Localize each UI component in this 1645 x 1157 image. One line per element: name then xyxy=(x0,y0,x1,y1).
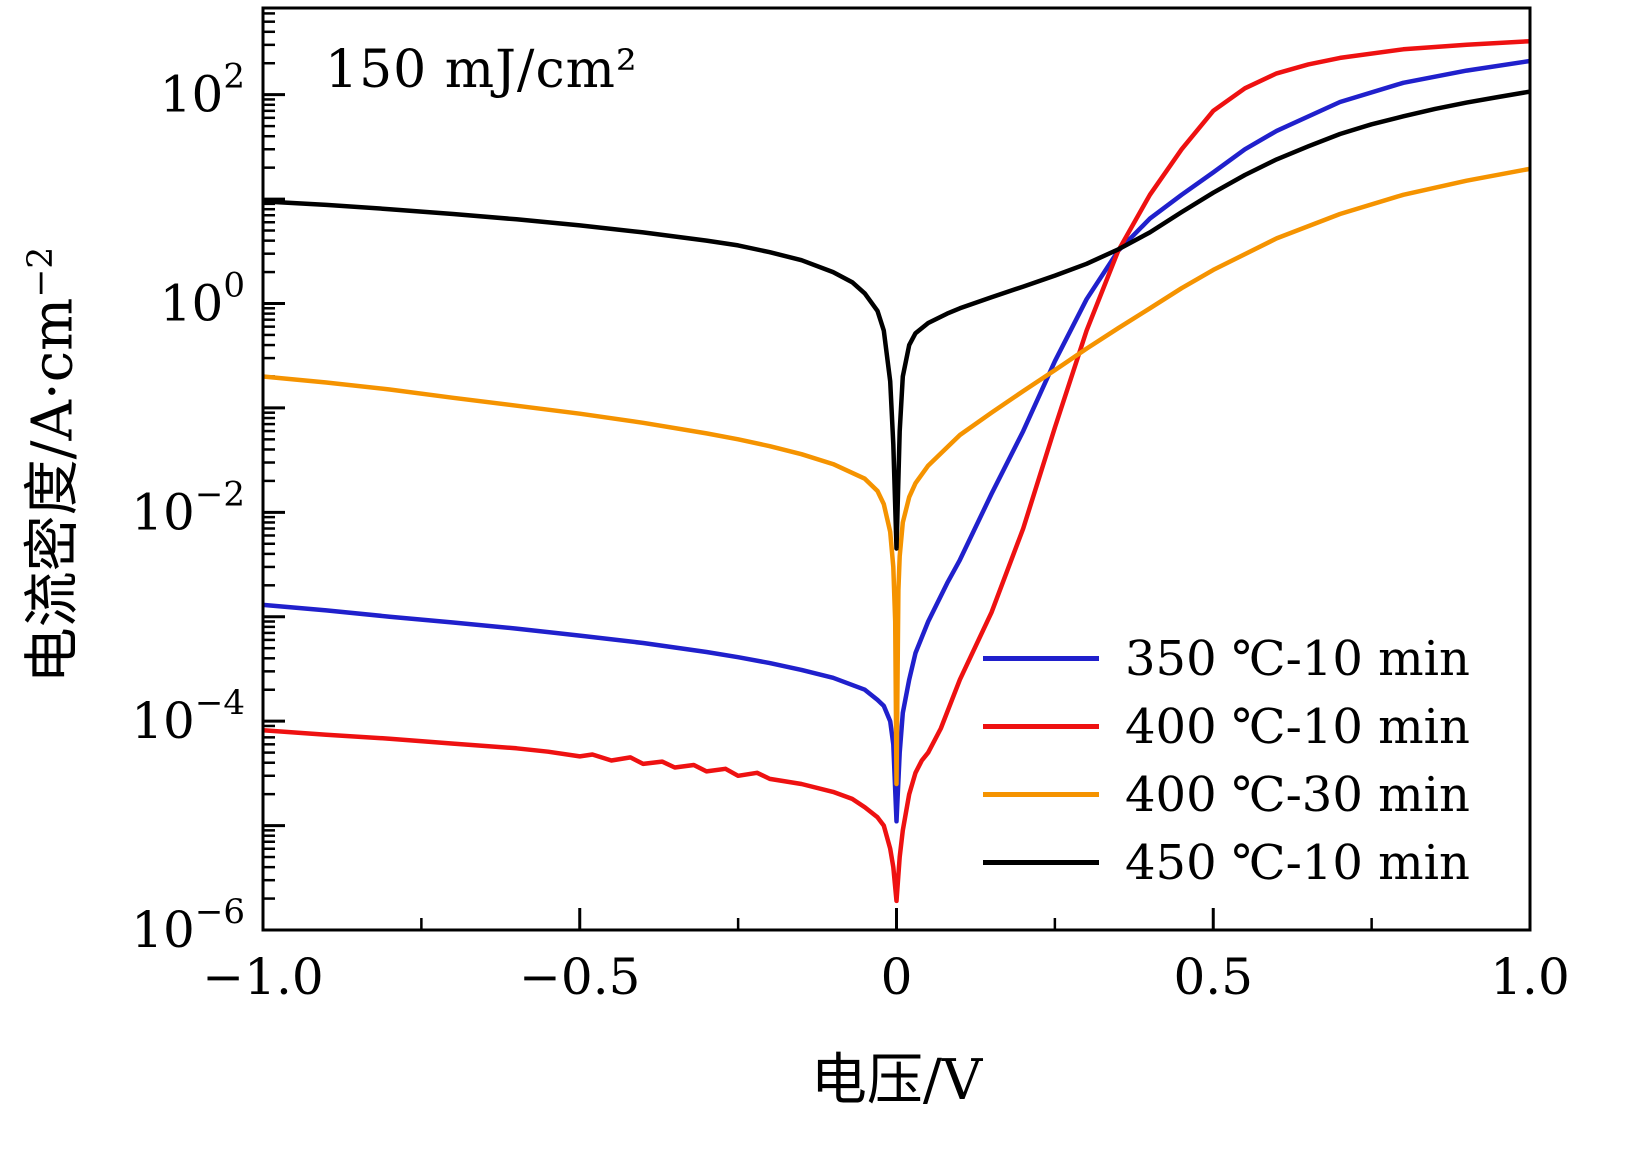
x-axis-label: 电压/V xyxy=(810,1048,983,1113)
series-group xyxy=(263,38,1530,904)
legend-line-sample xyxy=(983,792,1099,797)
y-tick-label: 100 xyxy=(160,265,245,332)
y-tick-label: 10−6 xyxy=(131,892,245,959)
y-tick-label: 10−4 xyxy=(131,683,245,750)
legend-label: 400 ℃-30 min xyxy=(1125,766,1470,823)
legend: 350 ℃-10 min 400 ℃-10 min 400 ℃-30 min 450 … xyxy=(983,631,1470,891)
legend-entry: 400 ℃-10 min xyxy=(983,699,1470,755)
x-tick-label: −0.5 xyxy=(519,948,640,1006)
series-line-450-℃-10-min xyxy=(263,89,1530,551)
series-line-400-℃-10-min xyxy=(263,38,1530,904)
y-axis-label-base: 电流密度/A·cm xyxy=(20,297,86,684)
legend-label: 400 ℃-10 min xyxy=(1125,698,1470,755)
legend-label: 350 ℃-10 min xyxy=(1125,630,1470,687)
x-tick-label: 0 xyxy=(881,948,913,1006)
y-tick-label: 10−2 xyxy=(131,474,245,541)
y-axis-label-exponent: −2 xyxy=(20,246,61,298)
series-line-350-℃-10-min xyxy=(263,58,1530,824)
series-line-400-℃-30-min xyxy=(263,166,1530,787)
legend-entry: 350 ℃-10 min xyxy=(983,631,1470,687)
legend-entry: 400 ℃-30 min xyxy=(983,767,1470,823)
plot-frame xyxy=(261,6,1532,932)
legend-line-sample xyxy=(983,860,1099,865)
y-axis-label: 电流密度/A·cm−2 xyxy=(8,247,89,684)
legend-label: 450 ℃-10 min xyxy=(1125,834,1470,891)
x-tick-label: 0.5 xyxy=(1173,948,1253,1006)
x-tick-label: −1.0 xyxy=(202,948,323,1006)
y-tick-label: 102 xyxy=(160,57,245,124)
legend-entry: 450 ℃-10 min xyxy=(983,835,1470,891)
legend-line-sample xyxy=(983,656,1099,661)
fluence-annotation: 150 mJ/cm² xyxy=(325,40,638,100)
legend-line-sample xyxy=(983,724,1099,729)
x-tick-label: 1.0 xyxy=(1490,948,1570,1006)
